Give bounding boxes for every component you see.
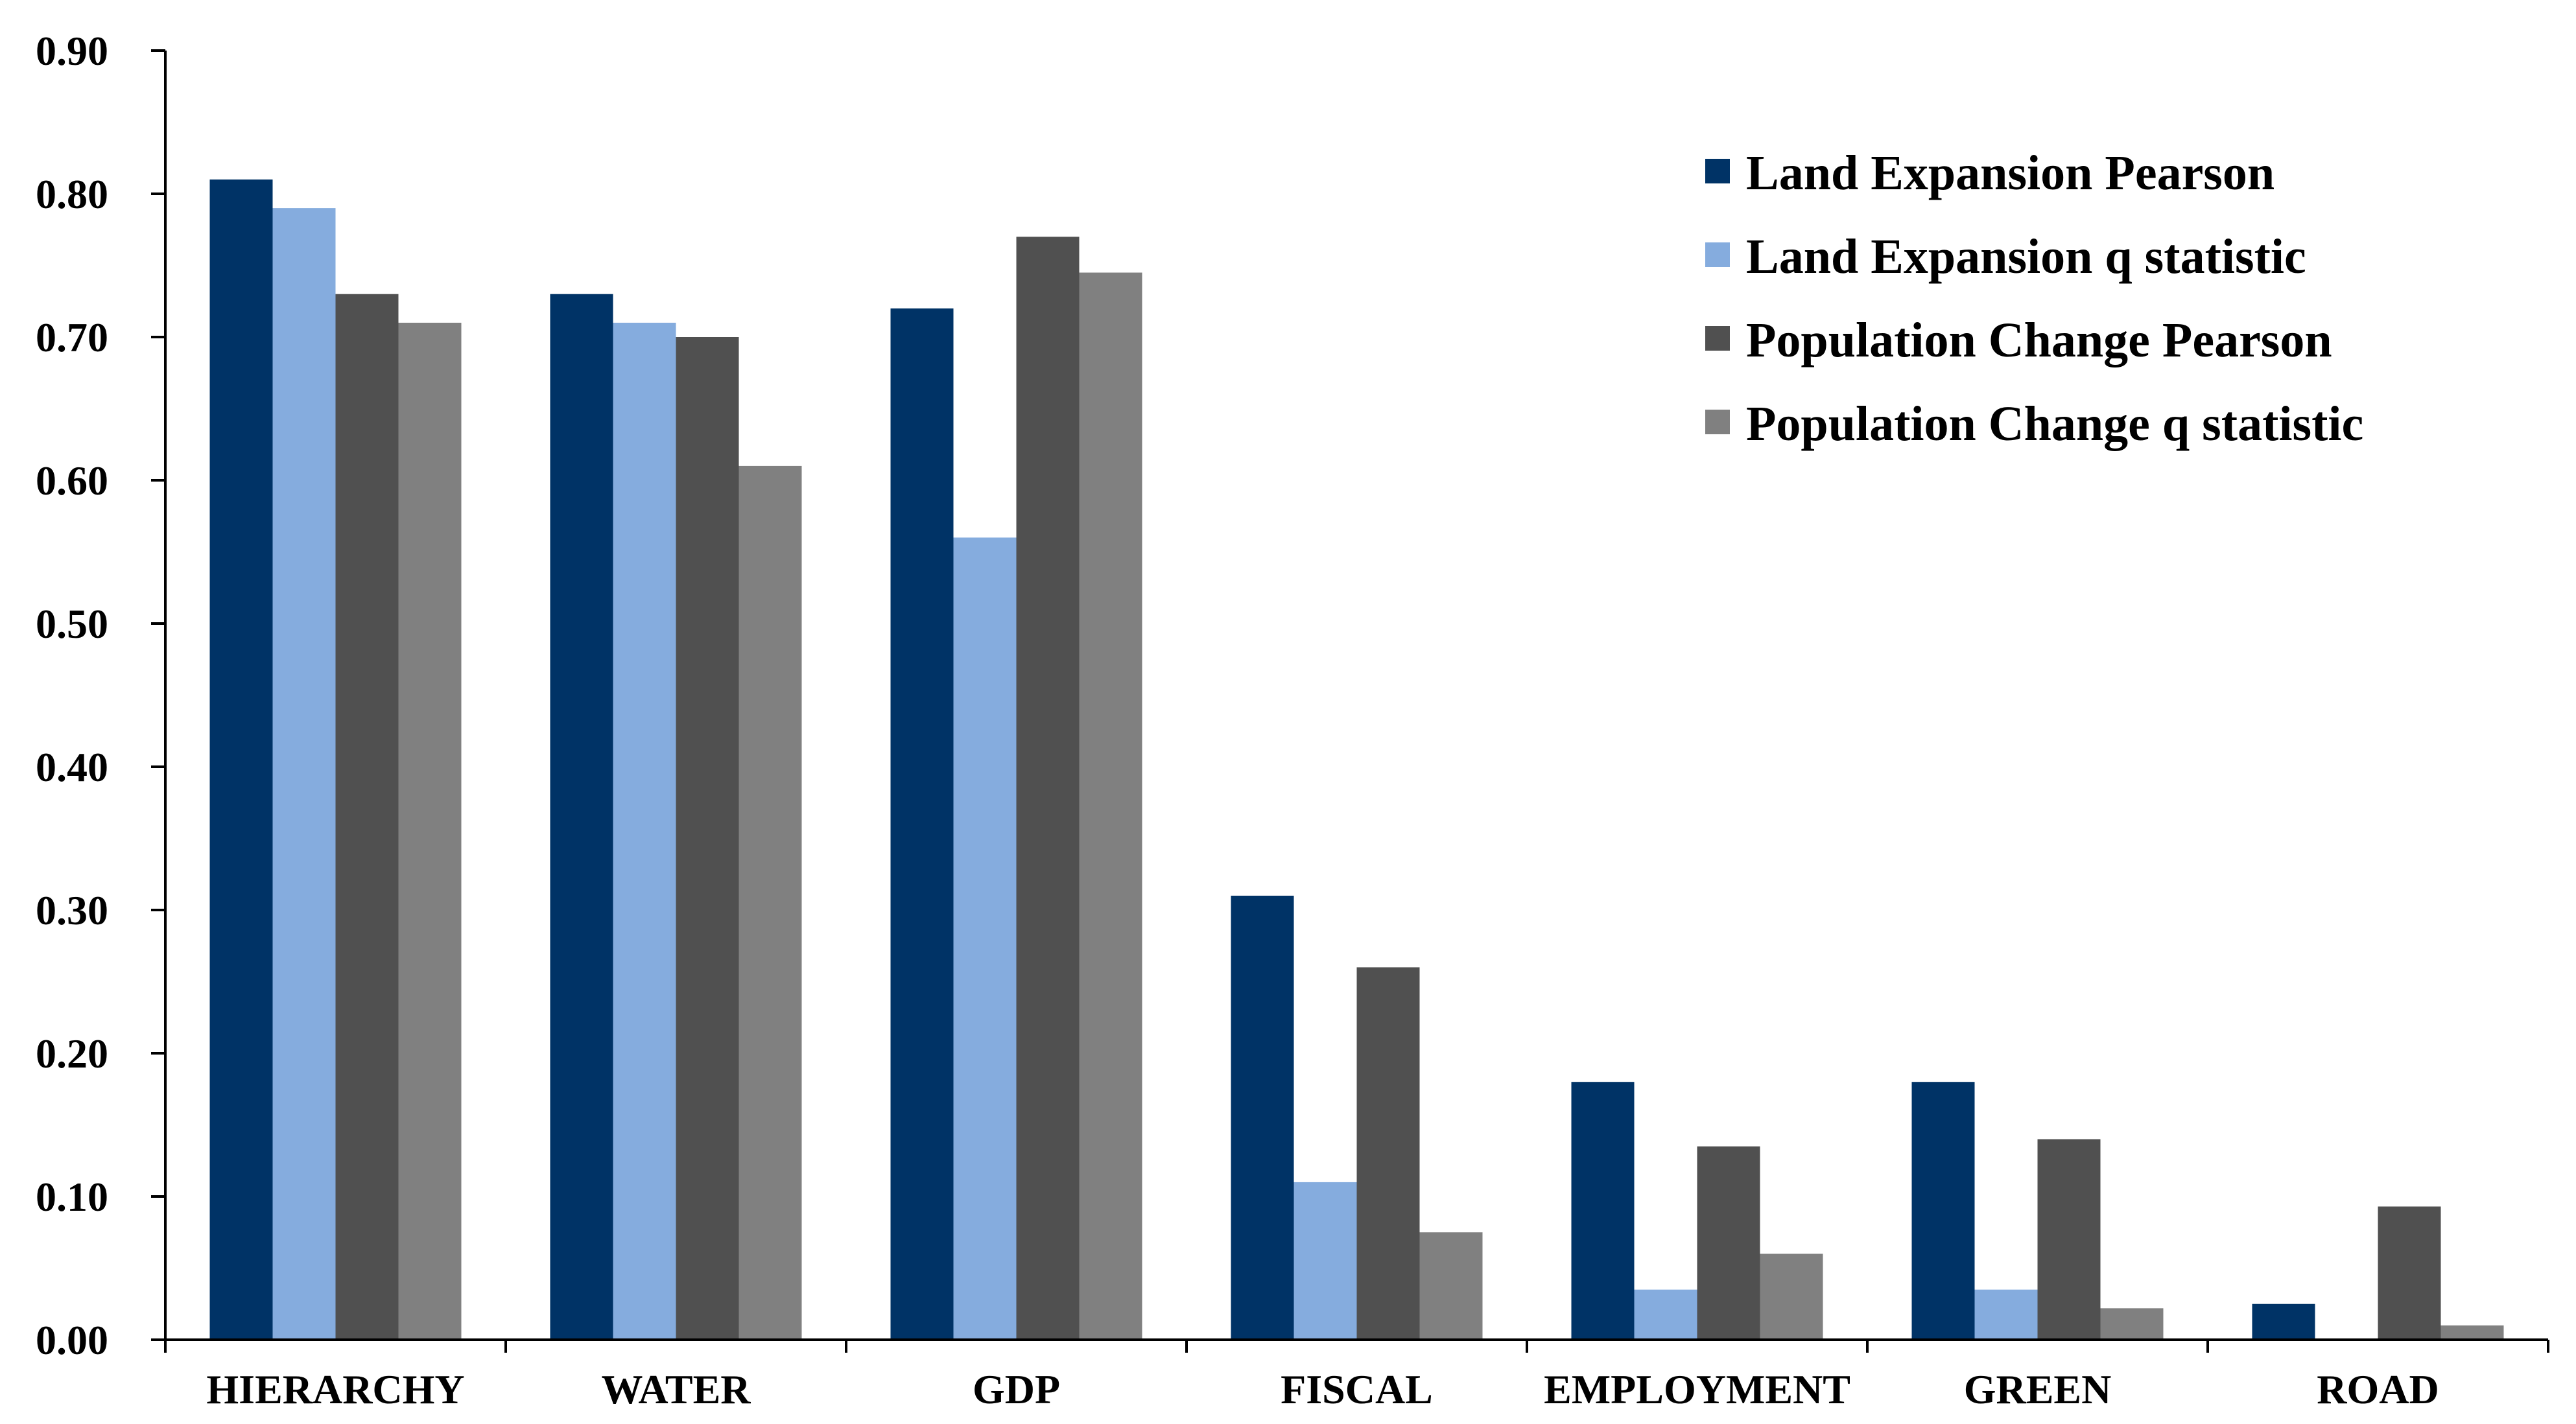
y-tick-label: 0.00 xyxy=(36,1317,108,1363)
legend: Land Expansion Pearson Land Expansion q s… xyxy=(1705,146,2363,451)
x-category-labels: HIERARCHY WATER GDP FISCAL EMPLOYMENT GREEN RO… xyxy=(164,1340,2549,1412)
y-tick-label: 0.30 xyxy=(36,887,108,933)
bar-fiscal-series-1 xyxy=(1231,895,1294,1340)
bar-hierarchy-series-2 xyxy=(272,208,336,1340)
bar-green-series-4 xyxy=(2100,1308,2164,1340)
legend-swatch xyxy=(1705,326,1730,351)
bar-gdp-series-1 xyxy=(890,308,954,1340)
legend-swatch xyxy=(1705,159,1730,183)
bar-green-series-3 xyxy=(2037,1139,2101,1340)
legend-swatch xyxy=(1705,242,1730,267)
x-category-label: FISCAL xyxy=(1281,1366,1433,1412)
bar-road-series-1 xyxy=(2252,1303,2315,1340)
bars-layer xyxy=(209,179,2504,1340)
x-category-label: ROAD xyxy=(2317,1366,2439,1412)
y-tick-label: 0.70 xyxy=(36,314,108,360)
y-tick-label: 0.10 xyxy=(36,1174,108,1220)
bar-fiscal-series-2 xyxy=(1294,1182,1357,1340)
axes-layer xyxy=(164,51,2548,1341)
bar-gdp-series-2 xyxy=(953,537,1017,1340)
bar-water-series-4 xyxy=(739,465,802,1340)
y-tick-label: 0.60 xyxy=(36,458,108,504)
bar-road-series-4 xyxy=(2440,1325,2504,1340)
legend-label: Population Change q statistic xyxy=(1746,397,2363,451)
x-category-label: GDP xyxy=(973,1366,1060,1412)
bar-hierarchy-series-4 xyxy=(398,322,462,1340)
bar-employment-series-2 xyxy=(1634,1289,1697,1340)
bar-employment-series-1 xyxy=(1571,1082,1635,1340)
bar-water-series-1 xyxy=(550,294,613,1340)
bar-road-series-3 xyxy=(2378,1206,2441,1340)
x-category-label: HIERARCHY xyxy=(206,1366,464,1412)
y-ticks: 0.00 0.10 0.20 0.30 0.40 0.50 0.60 0.70 0.80 0.90 xyxy=(36,28,165,1363)
bar-employment-series-4 xyxy=(1760,1254,1823,1340)
bar-hierarchy-series-1 xyxy=(209,179,273,1340)
bar-employment-series-3 xyxy=(1697,1146,1760,1340)
bar-hierarchy-series-3 xyxy=(335,294,399,1340)
bar-water-series-2 xyxy=(613,322,676,1340)
y-tick-label: 0.40 xyxy=(36,744,108,790)
legend-swatch xyxy=(1705,410,1730,434)
legend-label: Land Expansion q statistic xyxy=(1746,229,2306,284)
bar-fiscal-series-4 xyxy=(1419,1232,1483,1340)
legend-label: Population Change Pearson xyxy=(1746,313,2332,368)
x-category-label: WATER xyxy=(602,1366,751,1412)
bar-gdp-series-4 xyxy=(1079,272,1142,1340)
x-category-label: GREEN xyxy=(1964,1366,2112,1412)
y-tick-label: 0.80 xyxy=(36,171,108,217)
legend-label: Land Expansion Pearson xyxy=(1746,146,2275,200)
x-category-label: EMPLOYMENT xyxy=(1544,1366,1850,1412)
y-tick-label: 0.90 xyxy=(36,28,108,74)
bar-green-series-1 xyxy=(1911,1082,1975,1340)
bar-green-series-2 xyxy=(1974,1289,2038,1340)
bar-gdp-series-3 xyxy=(1016,237,1080,1340)
bar-water-series-3 xyxy=(676,337,739,1340)
bar-fiscal-series-3 xyxy=(1356,967,1420,1340)
y-tick-label: 0.50 xyxy=(36,601,108,647)
y-tick-label: 0.20 xyxy=(36,1031,108,1077)
